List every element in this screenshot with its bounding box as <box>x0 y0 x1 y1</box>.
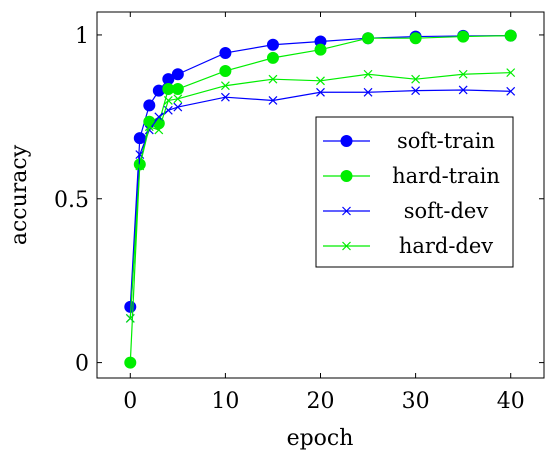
data-point-soft-dev-stroke <box>411 86 421 96</box>
data-point-soft-dev-stroke <box>163 105 173 115</box>
data-point-soft-dev <box>506 86 516 96</box>
data-point-hard-dev-stroke <box>316 76 325 86</box>
data-point-soft-dev <box>268 96 278 105</box>
data-point-hard-dev-stroke <box>144 122 154 132</box>
legend-marker-hard-dev-stroke <box>342 241 351 251</box>
y-tick-label: 0 <box>75 352 89 377</box>
x-tick-label: 0 <box>123 389 137 414</box>
data-point-hard-train <box>219 64 232 77</box>
data-point-hard-train <box>266 51 279 64</box>
data-point-hard-dev <box>506 68 516 78</box>
legend-label-hard-train: hard-train <box>392 164 500 188</box>
data-point-hard-train <box>457 30 470 43</box>
data-point-soft-dev-stroke <box>268 96 278 105</box>
x-tick-label: 30 <box>402 389 430 414</box>
data-point-soft-train <box>171 68 184 81</box>
data-point-hard-dev-stroke <box>135 161 145 171</box>
data-point-soft-dev-stroke <box>173 102 183 112</box>
data-point-hard-dev-stroke <box>220 81 230 91</box>
y-tick-label: 0.5 <box>54 188 89 213</box>
data-point-hard-dev-stroke <box>363 69 373 79</box>
data-point-soft-dev-stroke <box>135 150 145 159</box>
legend: soft-train hard-train soft-dev hard-dev <box>315 116 514 268</box>
data-point-soft-dev-stroke <box>363 87 373 97</box>
x-tick-label: 40 <box>497 389 525 414</box>
data-point-hard-train <box>171 83 184 96</box>
data-point-soft-dev <box>411 86 421 96</box>
legend-entry-soft-dev: soft-dev <box>323 199 488 223</box>
data-point-soft-dev-stroke <box>316 87 325 97</box>
data-point-hard-dev <box>458 69 468 79</box>
data-point-hard-train <box>124 356 137 369</box>
series-layer <box>124 29 517 369</box>
data-point-hard-dev <box>411 74 421 84</box>
axis-ticks: 0 10 20 30 40 0 0.5 1 <box>54 12 544 414</box>
data-point-soft-train <box>219 46 232 59</box>
legend-marker-soft-train <box>340 135 353 147</box>
data-point-soft-dev <box>363 87 373 97</box>
data-point-hard-dev-stroke <box>411 74 421 84</box>
data-point-hard-dev <box>173 94 183 104</box>
data-point-soft-dev <box>173 102 183 112</box>
data-point-soft-dev-stroke <box>154 112 164 122</box>
data-point-hard-dev <box>163 96 173 105</box>
data-point-hard-dev <box>363 69 373 79</box>
data-point-soft-dev <box>458 85 468 95</box>
data-point-hard-dev-stroke <box>506 68 516 78</box>
data-point-soft-train <box>143 99 156 112</box>
data-point-hard-train <box>409 32 422 45</box>
x-axis-label: epoch <box>287 426 354 451</box>
data-point-soft-dev-stroke <box>506 86 516 96</box>
legend-marker-soft-dev-stroke <box>342 206 351 216</box>
legend-label-soft-train: soft-train <box>397 129 495 153</box>
data-point-hard-train <box>362 32 375 45</box>
series-hard-train <box>124 29 517 369</box>
data-point-soft-dev <box>220 92 230 102</box>
data-point-hard-dev-stroke <box>173 94 183 104</box>
data-point-hard-dev <box>144 122 154 132</box>
data-point-hard-dev <box>135 161 145 171</box>
data-point-hard-train <box>314 43 327 56</box>
series-hard-dev <box>125 68 516 323</box>
data-point-hard-dev-stroke <box>163 96 173 105</box>
data-point-hard-dev-stroke <box>154 125 164 135</box>
data-point-hard-dev-stroke <box>458 69 468 79</box>
x-tick-label: 20 <box>307 389 335 414</box>
legend-marker-hard-dev <box>342 241 351 251</box>
data-point-hard-dev <box>268 74 278 84</box>
data-point-hard-dev <box>125 313 135 323</box>
data-point-soft-dev-stroke <box>458 85 468 95</box>
data-point-soft-dev <box>154 112 164 122</box>
data-point-hard-dev <box>220 81 230 91</box>
legend-entry-soft-train: soft-train <box>323 129 495 153</box>
data-point-hard-dev-stroke <box>125 313 135 323</box>
data-point-hard-dev <box>316 76 325 86</box>
y-tick-label: 1 <box>75 24 89 49</box>
legend-label-soft-dev: soft-dev <box>404 199 489 223</box>
data-point-hard-train <box>504 29 517 42</box>
x-tick-label: 10 <box>211 389 239 414</box>
data-point-soft-dev <box>316 87 325 97</box>
data-point-soft-train <box>266 38 279 51</box>
legend-marker-soft-dev <box>342 206 351 216</box>
data-point-hard-dev <box>154 125 164 135</box>
legend-label-hard-dev: hard-dev <box>399 234 493 258</box>
data-point-soft-dev-stroke <box>220 92 230 102</box>
legend-entry-hard-train: hard-train <box>323 164 500 188</box>
legend-entry-hard-dev: hard-dev <box>323 234 493 258</box>
legend-marker-hard-train <box>340 170 353 182</box>
data-point-soft-train <box>133 132 146 145</box>
data-point-hard-dev-stroke <box>268 74 278 84</box>
y-axis-label: accuracy <box>7 144 32 245</box>
